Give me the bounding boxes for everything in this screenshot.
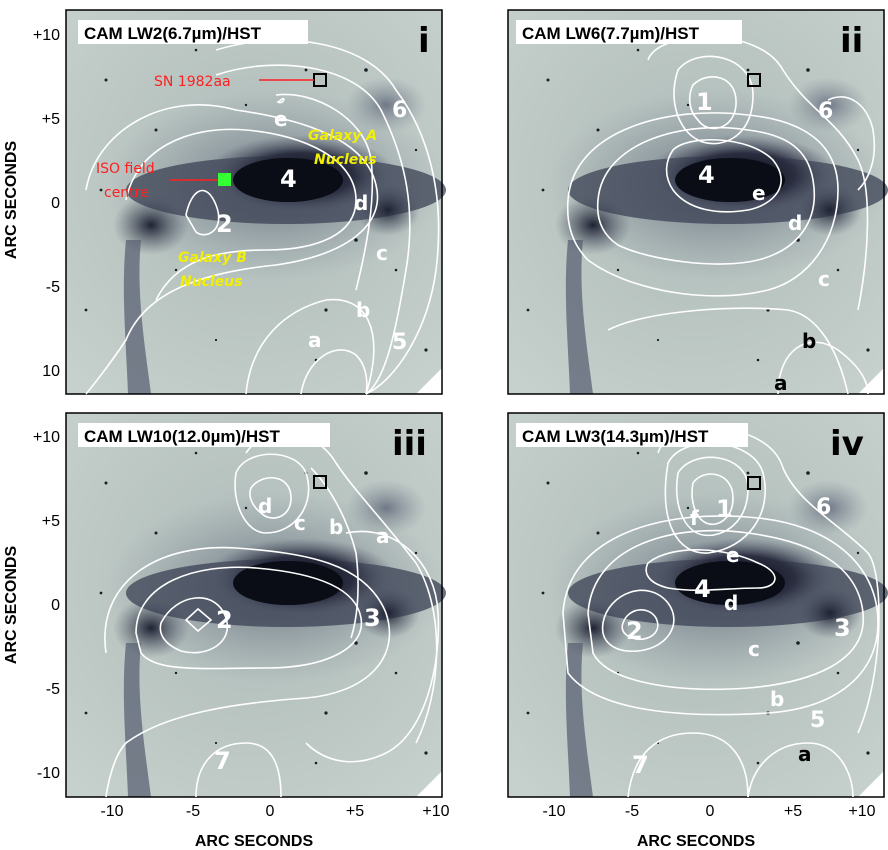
y-tick: +10 xyxy=(33,429,60,446)
iso-label-line1: ISO field xyxy=(96,161,155,177)
label-d: d xyxy=(354,191,368,215)
panel-title-iii: CAM LW10(12.0µm)/HST xyxy=(84,427,280,446)
label-e: e xyxy=(726,543,740,567)
label-4: 4 xyxy=(694,575,711,603)
galaxy-a-label-line1: Galaxy A xyxy=(308,128,377,144)
label-4: 4 xyxy=(698,161,715,189)
label-f: f xyxy=(690,506,699,530)
x-tick: 0 xyxy=(706,803,715,820)
label-a: a xyxy=(308,328,322,352)
label-d: d xyxy=(788,211,802,235)
label-b: b xyxy=(770,687,784,711)
label-a: a xyxy=(774,371,788,395)
y-tick: 0 xyxy=(51,195,60,212)
x-axis-right: -10 -5 0 +5 +10 ARC SECONDS xyxy=(542,803,875,850)
label-2: 2 xyxy=(216,606,233,634)
panel-number-i: i xyxy=(418,21,430,61)
contours-panel-i xyxy=(85,39,440,395)
x-axis-left: -10 -5 0 +5 +10 ARC SECONDS xyxy=(100,803,449,850)
x-tick: 0 xyxy=(266,803,275,820)
y-tick: +5 xyxy=(42,111,60,128)
iso-field-marker xyxy=(218,173,231,186)
label-2: 2 xyxy=(216,210,233,238)
galaxy-a-label-line2: Nucleus xyxy=(314,152,377,168)
panel-i: CAM LW2(6.7µm)/HST i SN 1982aa ISO field… xyxy=(65,9,446,395)
x-tick: +10 xyxy=(422,803,449,820)
label-d: d xyxy=(724,591,738,615)
y-tick: +10 xyxy=(33,27,60,44)
label-5: 5 xyxy=(810,708,825,733)
panel-title-iv: CAM LW3(14.3µm)/HST xyxy=(522,427,709,446)
label-c: c xyxy=(818,267,830,291)
label-d: d xyxy=(258,494,272,518)
label-7: 7 xyxy=(214,747,231,775)
label-3: 3 xyxy=(834,614,851,642)
y-tick: 10 xyxy=(42,363,60,380)
y-tick: -5 xyxy=(46,279,60,296)
label-6: 6 xyxy=(392,98,407,123)
y-axis-top-left: +10 +5 0 -5 10 ARC SECONDS xyxy=(3,27,60,380)
x-tick: -10 xyxy=(542,803,565,820)
label-c: c xyxy=(748,637,760,661)
x-axis-title-right: ARC SECONDS xyxy=(637,833,756,850)
x-tick: -5 xyxy=(625,803,639,820)
panel-number-iii: iii xyxy=(392,424,427,464)
y-tick: -10 xyxy=(37,765,60,782)
y-tick: +5 xyxy=(42,513,60,530)
label-a: a xyxy=(376,524,390,548)
panel-iii: CAM LW10(12.0µm)/HST iii 2 3 7 d c b a xyxy=(65,412,446,798)
panel-number-iv: iv xyxy=(830,424,864,464)
sn-marker xyxy=(313,475,327,489)
sn-marker xyxy=(747,73,761,87)
panel-iv: CAM LW3(14.3µm)/HST iv 1 4 2 3 6 5 7 f e… xyxy=(507,412,888,798)
panel-title-i: CAM LW2(6.7µm)/HST xyxy=(84,24,262,43)
x-tick: -5 xyxy=(186,803,200,820)
y-axis-title-top: ARC SECONDS xyxy=(3,141,20,260)
label-c: c xyxy=(294,511,306,535)
panel-number-ii: ii xyxy=(840,21,863,61)
label-6: 6 xyxy=(816,495,831,520)
galaxy-b-label-line2: Nucleus xyxy=(180,274,243,290)
x-tick: +10 xyxy=(848,803,875,820)
x-tick: +5 xyxy=(346,803,364,820)
contours-panel-iii xyxy=(104,432,440,798)
label-6: 6 xyxy=(818,99,833,124)
label-1: 1 xyxy=(716,495,733,523)
sn-marker xyxy=(747,476,761,490)
iso-label-line2: centre xyxy=(104,185,149,201)
x-tick: -10 xyxy=(100,803,123,820)
label-4: 4 xyxy=(280,165,297,193)
label-c: c xyxy=(376,241,388,265)
label-2: 2 xyxy=(626,617,643,645)
y-axis-bottom-left: +10 +5 0 -5 -10 ARC SECONDS xyxy=(3,429,60,782)
sn-label: SN 1982aa xyxy=(154,74,231,90)
label-3: 3 xyxy=(364,604,381,632)
label-b: b xyxy=(329,515,343,539)
y-tick: 0 xyxy=(51,597,60,614)
label-b: b xyxy=(356,298,370,322)
panel-title-ii: CAM LW6(7.7µm)/HST xyxy=(522,24,700,43)
x-tick: +5 xyxy=(784,803,802,820)
galaxy-b-label-line1: Galaxy B xyxy=(178,250,247,266)
y-tick: -5 xyxy=(46,681,60,698)
label-5: 5 xyxy=(392,330,407,355)
panel-ii: CAM LW6(7.7µm)/HST ii 1 4 6 e d c b a xyxy=(507,9,888,395)
label-1: 1 xyxy=(696,88,713,116)
y-axis-title-bottom: ARC SECONDS xyxy=(3,546,20,665)
label-e: e xyxy=(752,181,766,205)
label-e: e xyxy=(274,107,288,131)
x-axis-title-left: ARC SECONDS xyxy=(195,833,314,850)
label-a: a xyxy=(798,742,812,766)
label-b: b xyxy=(802,329,816,353)
label-7: 7 xyxy=(632,751,649,779)
